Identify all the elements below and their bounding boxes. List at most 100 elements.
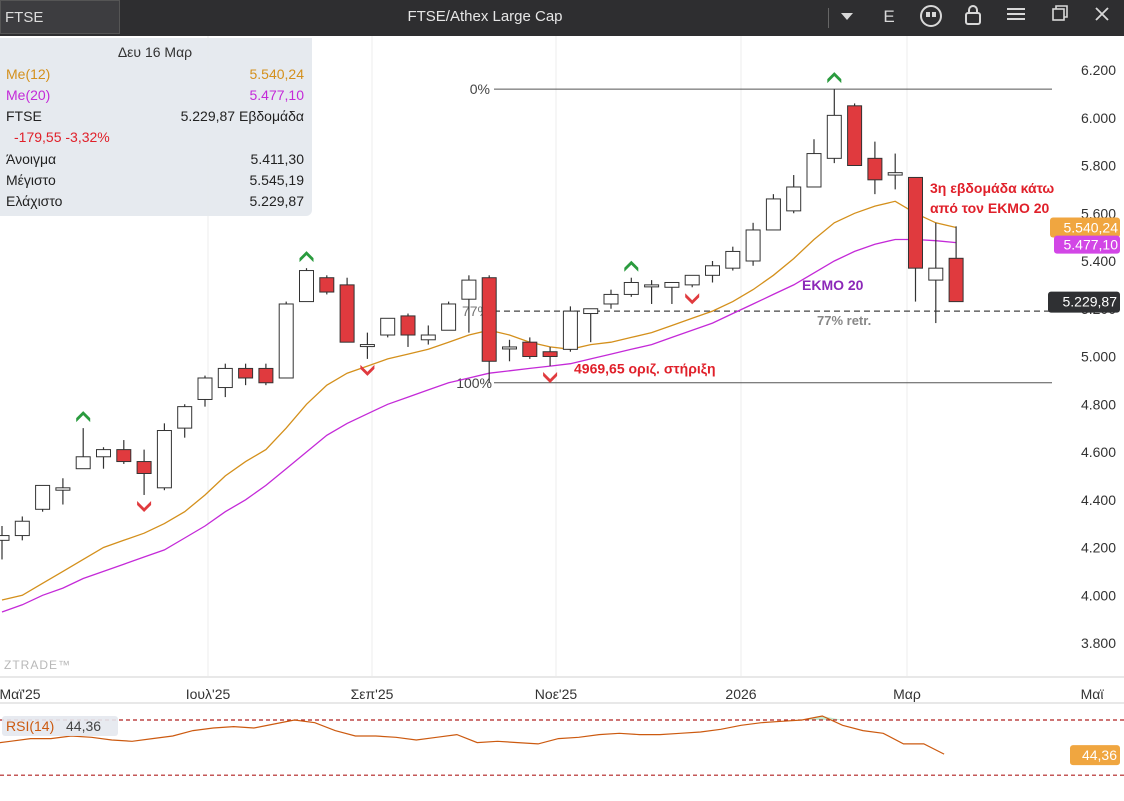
y-tick-label: 5.400 — [1081, 253, 1116, 269]
candle — [481, 277, 497, 362]
close-icon[interactable] — [1087, 4, 1117, 30]
candle — [867, 157, 883, 181]
candle — [887, 172, 903, 176]
ma20-last-badge — [1054, 235, 1120, 254]
candle — [359, 344, 375, 348]
candle — [806, 153, 822, 188]
title-bar: FTSE FTSE/Athex Large Cap E — [0, 0, 1124, 36]
candle — [156, 430, 172, 489]
candle — [14, 520, 30, 537]
candle — [765, 198, 781, 231]
candle — [278, 303, 294, 379]
price-last-label: 5.229,87 — [1063, 294, 1118, 310]
candle — [197, 377, 213, 400]
fib-retr-label: 77% retr. — [817, 313, 871, 328]
symbol-input[interactable]: FTSE — [0, 0, 120, 34]
y-tick-label: 4.200 — [1081, 540, 1116, 556]
quote-icon[interactable] — [916, 4, 946, 30]
info-symbol: FTSE — [6, 108, 42, 124]
high-value: 5.545,19 — [249, 172, 305, 188]
candle — [319, 277, 335, 293]
y-tick-label: 6.200 — [1081, 62, 1116, 78]
x-tick-label: Μαϊ'25 — [0, 686, 41, 702]
y-tick-label: 5.000 — [1081, 349, 1116, 365]
candle — [217, 367, 233, 389]
candle — [826, 114, 842, 159]
x-tick-label: Μαϊ — [1081, 686, 1105, 702]
candle — [623, 281, 639, 295]
rsi-line — [0, 715, 945, 755]
ma20-value: 5.477,10 — [249, 87, 305, 103]
candle — [542, 351, 558, 358]
lock-icon[interactable] — [958, 4, 988, 30]
open-label: Άνοιγμα — [6, 151, 57, 167]
candle — [339, 284, 355, 343]
candle — [908, 176, 923, 269]
rsi-last-label: 44,36 — [1082, 747, 1117, 763]
candle — [177, 406, 193, 429]
ma20-label: Me(20) — [6, 87, 51, 103]
y-tick-label: 5.800 — [1081, 158, 1116, 174]
symbol-text: FTSE — [5, 9, 44, 26]
candle — [583, 308, 599, 315]
signal-down-icon — [137, 500, 152, 512]
watermark-logo: ZTRADE™ — [4, 658, 71, 672]
signal-down-icon — [360, 364, 375, 376]
y-tick-label: 4.800 — [1081, 396, 1116, 412]
info-date: Δευ 16 Μαρ — [117, 44, 193, 60]
candle — [55, 487, 71, 491]
toolbar-separator — [828, 8, 829, 28]
ma12-last-label: 5.540,24 — [1064, 220, 1119, 236]
candle — [684, 274, 700, 286]
restore-icon[interactable] — [1045, 4, 1075, 30]
ma12-last-badge — [1050, 217, 1120, 238]
x-tick-label: Νοε'25 — [535, 686, 578, 702]
window-title: FTSE/Athex Large Cap — [407, 8, 563, 25]
note-annotation-line1: 3η εβδομάδα κάτω — [930, 180, 1054, 196]
signal-up-icon — [827, 72, 842, 84]
candle — [299, 270, 314, 303]
y-tick-label: 5.600 — [1081, 205, 1116, 221]
change-value: -179,55 -3,32% — [14, 129, 110, 145]
ma20-line — [1, 238, 957, 613]
price-chart[interactable]: 6.2006.0005.8005.6005.4005.2005.0004.800… — [0, 36, 1124, 801]
ma20-last-label: 5.477,10 — [1064, 237, 1119, 253]
rsi-label-badge — [2, 716, 118, 736]
candle — [136, 461, 152, 474]
candle — [644, 284, 660, 288]
rsi-label: RSI(14) — [6, 718, 54, 734]
fib-0-label: 0% — [470, 81, 490, 97]
note-annotation-line2: από τον ΕΚΜΟ 20 — [930, 200, 1050, 216]
low-value: 5.229,87 — [249, 193, 305, 209]
ma12-line — [1, 200, 957, 601]
candle — [420, 334, 436, 341]
candle — [522, 341, 538, 357]
candle — [705, 265, 720, 276]
x-tick-label: Σεπ'25 — [351, 686, 394, 702]
rsi-last-badge — [1070, 745, 1120, 766]
signal-up-icon — [76, 411, 91, 423]
candle — [562, 310, 578, 350]
candle — [400, 315, 416, 336]
candle — [96, 449, 111, 458]
candle — [0, 535, 10, 541]
candle — [725, 250, 741, 269]
close-value: 5.229,87 Εβδομάδα — [180, 108, 304, 124]
candle — [745, 229, 761, 262]
high-label: Μέγιστο — [6, 172, 56, 188]
menu-icon[interactable] — [1001, 4, 1031, 30]
dropdown-icon[interactable] — [832, 4, 862, 30]
rsi-header-value: 44,36 — [66, 718, 101, 734]
candle — [441, 303, 457, 331]
candle — [461, 279, 477, 300]
candle — [380, 317, 396, 336]
x-tick-label: 2026 — [725, 686, 756, 702]
candle — [238, 367, 254, 379]
y-tick-label: 4.400 — [1081, 492, 1116, 508]
e-button[interactable]: E — [883, 7, 895, 26]
ema20-annotation: ΕΚΜΟ 20 — [802, 277, 864, 293]
y-tick-label: 4.000 — [1081, 587, 1116, 603]
signal-down-icon — [543, 372, 558, 384]
candle — [786, 186, 802, 212]
candle — [928, 267, 944, 281]
